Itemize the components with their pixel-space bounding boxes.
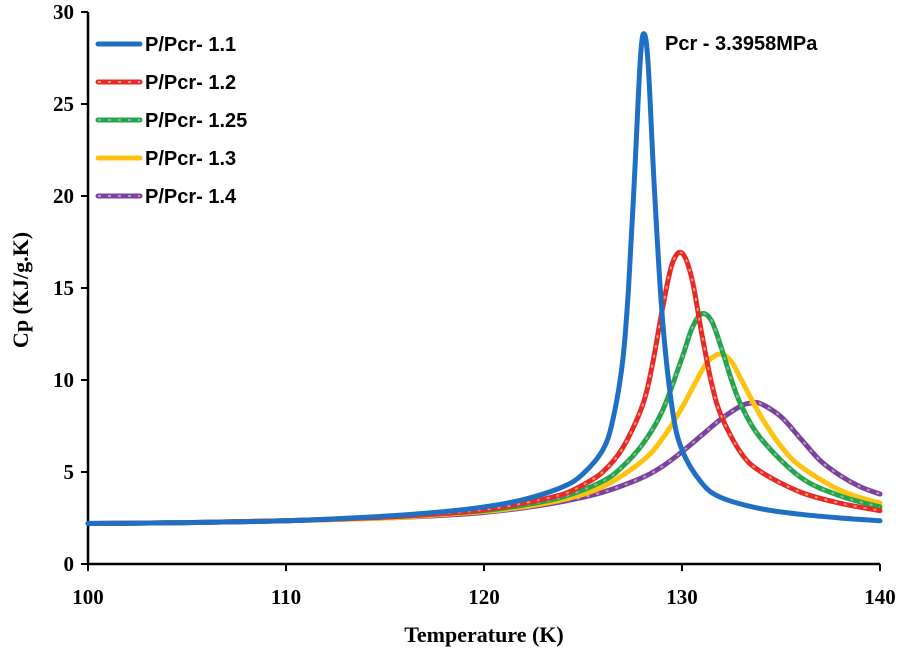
x-tick-label: 140 [864,585,896,609]
y-tick-label: 30 [53,0,74,24]
axes: 0 5 10 15 20 25 30 100 110 120 130 140 [53,0,896,609]
x-axis-title: Temperature (K) [404,622,563,647]
series-line [85,249,883,527]
critical-pressure-annotation: Pcr - 3.3958MPa [665,33,818,55]
x-tick-label: 120 [468,585,500,609]
y-axis-title: Cp (KJ/g.K) [8,232,33,348]
y-tick-label: 5 [64,460,75,484]
legend: P/Pcr- 1.1 P/Pcr- 1.2 P/Pcr- 1.25 P/Pcr- 1.… [95,34,247,208]
y-tick-label: 25 [53,92,74,116]
series-line-overlay [87,401,881,525]
y-tick-label: 15 [53,276,74,300]
y-tick-label: 20 [53,184,74,208]
series-line-overlay [87,251,881,525]
series-line [85,31,883,527]
y-tick-label: 10 [53,368,74,392]
x-tick-label: 130 [666,585,698,609]
series-line-overlay [87,312,881,525]
legend-label: P/Pcr- 1.3 [145,148,236,170]
legend-label: P/Pcr- 1.1 [145,34,236,56]
y-tick-label: 0 [64,552,75,576]
x-tick-label: 110 [271,585,301,609]
legend-label: P/Pcr- 1.25 [145,110,247,132]
legend-label: P/Pcr- 1.2 [145,72,236,94]
series-lines [85,31,883,527]
legend-label: P/Pcr- 1.4 [145,186,237,208]
x-tick-label: 100 [72,585,104,609]
